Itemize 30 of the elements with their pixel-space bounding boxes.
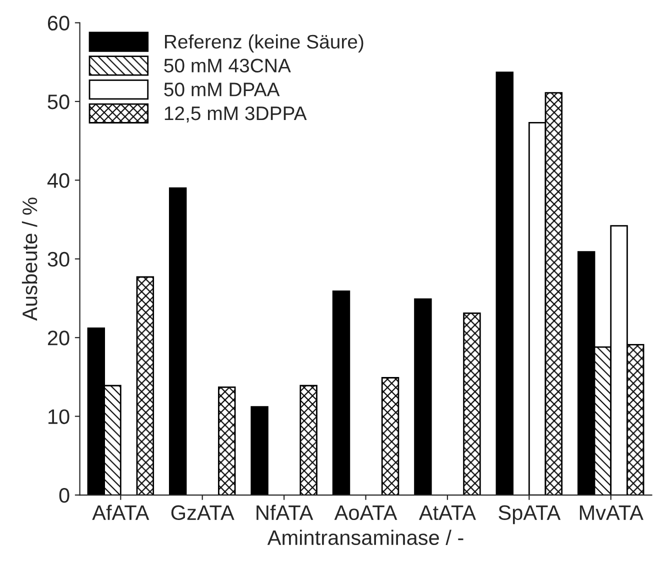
x-axis-title: Amintransaminase / - — [267, 530, 464, 546]
bar — [463, 312, 481, 496]
x-tick-label: MvATA — [580, 506, 644, 520]
bar — [168, 187, 187, 496]
bar — [218, 386, 236, 496]
y-tick-label: 50 — [48, 94, 70, 110]
legend-label: 50 mM DPAA — [164, 82, 280, 96]
y-axis-title: Ausbeute / % — [22, 198, 38, 321]
y-tick-label: 0 — [59, 488, 70, 503]
bar — [250, 406, 268, 496]
x-tick-label: GzATA — [171, 505, 234, 520]
x-tick-label: AoATA — [334, 506, 398, 520]
bar — [496, 72, 514, 496]
bar — [300, 384, 318, 496]
y-tick-label: 40 — [47, 173, 70, 188]
x-tick-label: SpATA — [498, 505, 561, 524]
x-tick-label: AtATA — [418, 506, 476, 520]
legend-label: Referenz (keine Säure) — [165, 34, 364, 52]
y-tick-label: 60 — [48, 16, 70, 31]
bar — [414, 298, 432, 496]
bar — [381, 377, 400, 496]
y-tick-label: 30 — [48, 252, 70, 267]
y-tick-label: 20 — [48, 330, 70, 346]
y-tick-label: 10 — [48, 409, 70, 424]
legend-label: 50 mM 43CNA — [164, 58, 291, 72]
x-tick-label: NfATA — [256, 504, 314, 520]
bar — [332, 290, 350, 496]
legend-label: 12,5 mM 3DPPA — [164, 106, 307, 123]
x-tick-label: AfATA — [92, 504, 150, 520]
bar — [136, 276, 154, 496]
